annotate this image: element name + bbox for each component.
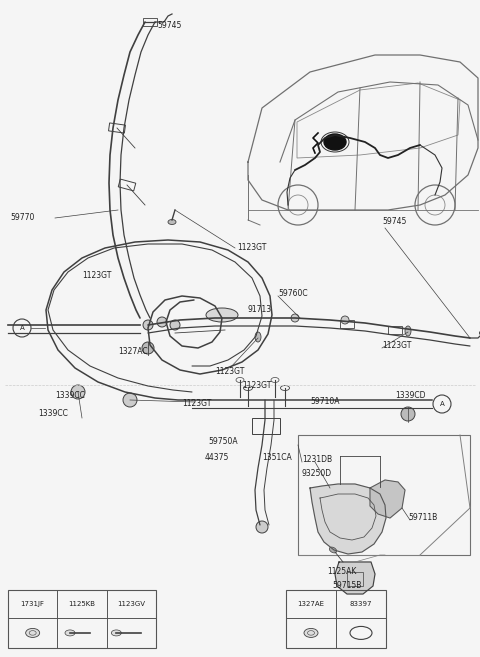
Bar xyxy=(388,326,402,334)
Ellipse shape xyxy=(65,630,75,636)
Ellipse shape xyxy=(304,628,318,637)
Text: 59715B: 59715B xyxy=(332,581,361,589)
Polygon shape xyxy=(310,484,386,554)
Circle shape xyxy=(256,521,268,533)
Bar xyxy=(298,435,470,555)
Text: 59711B: 59711B xyxy=(408,514,437,522)
Text: 1339CD: 1339CD xyxy=(395,392,425,401)
Ellipse shape xyxy=(255,332,261,342)
Text: 1327AE: 1327AE xyxy=(298,601,324,607)
Circle shape xyxy=(142,342,154,354)
Polygon shape xyxy=(335,562,375,594)
Text: 59760C: 59760C xyxy=(278,288,308,298)
Text: 1123GT: 1123GT xyxy=(242,382,271,390)
Text: 59750A: 59750A xyxy=(208,438,238,447)
Text: 1327AC: 1327AC xyxy=(118,348,148,357)
Ellipse shape xyxy=(324,134,346,150)
Text: 1123GT: 1123GT xyxy=(215,367,244,376)
Text: A: A xyxy=(20,325,24,331)
Text: 1351CA: 1351CA xyxy=(262,453,292,461)
Text: 1125AK: 1125AK xyxy=(327,568,356,576)
Circle shape xyxy=(291,314,299,322)
Ellipse shape xyxy=(168,219,176,225)
Text: 59745: 59745 xyxy=(382,217,407,227)
Text: A: A xyxy=(440,401,444,407)
Text: 59745: 59745 xyxy=(157,20,181,30)
Text: 83397: 83397 xyxy=(350,601,372,607)
Text: 1123GT: 1123GT xyxy=(82,271,111,279)
Text: 91713: 91713 xyxy=(247,306,271,315)
Circle shape xyxy=(157,317,167,327)
Bar xyxy=(347,572,363,586)
Text: 1339CC: 1339CC xyxy=(55,392,85,401)
Circle shape xyxy=(341,316,349,324)
Circle shape xyxy=(401,407,415,421)
Text: 1339CC: 1339CC xyxy=(38,409,68,419)
Ellipse shape xyxy=(206,308,238,322)
Circle shape xyxy=(170,320,180,330)
Text: 1731JF: 1731JF xyxy=(21,601,45,607)
Circle shape xyxy=(143,320,153,330)
Circle shape xyxy=(71,385,85,399)
Ellipse shape xyxy=(405,326,411,336)
Text: 93250D: 93250D xyxy=(302,470,332,478)
Text: 59770: 59770 xyxy=(10,214,35,223)
Polygon shape xyxy=(370,480,405,518)
Text: 1125KB: 1125KB xyxy=(69,601,96,607)
Text: 1231DB: 1231DB xyxy=(302,455,332,464)
Text: 59710A: 59710A xyxy=(310,397,339,407)
Ellipse shape xyxy=(111,630,121,636)
Text: 1123GT: 1123GT xyxy=(182,399,211,409)
Text: 1123GV: 1123GV xyxy=(117,601,145,607)
Text: 1123GT: 1123GT xyxy=(382,340,411,350)
Bar xyxy=(286,590,386,648)
Text: 1123GT: 1123GT xyxy=(237,244,266,252)
Circle shape xyxy=(123,393,137,407)
Text: 44375: 44375 xyxy=(205,453,229,461)
Bar xyxy=(252,418,280,434)
Bar xyxy=(8,590,156,648)
Bar xyxy=(143,18,157,26)
Ellipse shape xyxy=(25,628,40,637)
Bar xyxy=(340,320,354,328)
Ellipse shape xyxy=(329,547,336,553)
